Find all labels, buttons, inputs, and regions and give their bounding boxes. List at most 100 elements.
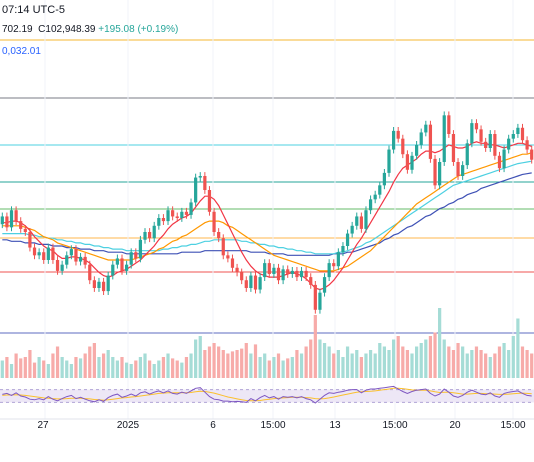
candle-body [258, 277, 262, 290]
ma-legend-value: 0,032.01 [2, 46, 41, 57]
volume-bar [447, 346, 451, 378]
volume-bar [391, 339, 396, 378]
volume-bar [101, 353, 106, 378]
candle-body [129, 252, 133, 265]
volume-bar [203, 350, 207, 378]
rsi-line [2, 385, 532, 404]
candle-body [345, 233, 350, 246]
volume-bar [525, 350, 529, 378]
volume-bar [373, 353, 377, 378]
candle-body [336, 252, 340, 267]
candle-body [507, 138, 511, 150]
volume-bar [438, 308, 442, 378]
candle-body [240, 272, 244, 281]
volume-bar [276, 353, 281, 378]
candle-body [405, 154, 410, 170]
time-axis-tick-label: 2025 [116, 420, 140, 431]
candle-body [171, 210, 175, 217]
volume-bar [148, 360, 152, 378]
candle-body [470, 123, 474, 144]
volume-bar [166, 353, 170, 378]
volume-bar [488, 357, 492, 378]
candle-body [42, 252, 46, 260]
volume-bar [474, 346, 479, 378]
volume-bar [419, 343, 423, 378]
candle-body [493, 134, 497, 156]
time-axis-tick-label: 20 [449, 420, 461, 431]
candle-body [479, 129, 483, 142]
volume-bar [120, 357, 124, 378]
volume-bar [322, 343, 327, 378]
volume-bar [115, 360, 119, 378]
volume-bar [78, 358, 83, 378]
volume-bar [51, 353, 55, 378]
volume-bar [171, 358, 175, 378]
candle-body [313, 284, 317, 310]
candle-body [272, 267, 276, 274]
volume-bar [212, 343, 216, 378]
volume-bar [83, 353, 87, 378]
candle-body [484, 141, 488, 148]
candle-body [263, 263, 267, 278]
candle-body [318, 292, 322, 310]
candle-body [267, 263, 271, 274]
candle-body [350, 225, 354, 234]
volume-bar [69, 364, 73, 378]
rsi-indicator-pane [0, 385, 534, 404]
candle-body [23, 228, 27, 232]
volume-bar [37, 357, 41, 378]
volume-bar [5, 357, 9, 378]
volume-bar [405, 350, 410, 378]
volume-bar [461, 346, 465, 378]
candle-body [276, 267, 281, 281]
volume-bar [161, 357, 166, 378]
candle-body [451, 134, 456, 162]
candle-body [530, 149, 534, 160]
volume-bar [442, 339, 446, 378]
candle-body [391, 130, 396, 150]
candle-body [55, 260, 60, 271]
change-value: +195.08 (+0.19%) [98, 24, 179, 35]
volume-bar [341, 357, 345, 378]
candle-body [253, 275, 258, 290]
volume-bar [470, 350, 474, 378]
volume-bar [249, 353, 253, 378]
candle-body [230, 258, 235, 268]
candle-body [520, 127, 525, 141]
candle-body [474, 123, 479, 130]
time-axis-tick-label: 27 [37, 420, 49, 431]
candle-body [401, 138, 405, 155]
candle-body [111, 264, 115, 276]
volume-bar [221, 350, 225, 378]
volume-bar [46, 364, 50, 378]
candle-body [447, 115, 451, 134]
candle-body [65, 255, 69, 265]
volume-bar [97, 357, 101, 378]
candle-body [359, 216, 363, 229]
candle-body [161, 218, 166, 222]
volume-bar [281, 360, 285, 378]
time-axis-tick-label: 6 [210, 420, 216, 431]
candle-body [166, 210, 170, 222]
candle-body [290, 270, 294, 274]
time-axis-tick-label: 13 [329, 420, 341, 431]
volume-bar [143, 353, 147, 378]
candle-body [184, 211, 189, 215]
volume-bar [0, 360, 4, 378]
volume-bar [235, 350, 239, 378]
candle-body [497, 155, 502, 169]
candle-body [51, 247, 55, 260]
volume-bar [290, 357, 294, 378]
candle-body [115, 258, 119, 265]
volume-bar [428, 336, 433, 378]
volume-bar [19, 358, 23, 378]
candle-body [134, 252, 138, 259]
candle-body [428, 124, 433, 159]
candle-body [442, 115, 446, 162]
volume-bar [258, 357, 262, 378]
moving-average-lines [2, 141, 532, 291]
close-label: C [38, 24, 46, 35]
candle-body [74, 249, 78, 262]
candle-body [194, 177, 198, 203]
